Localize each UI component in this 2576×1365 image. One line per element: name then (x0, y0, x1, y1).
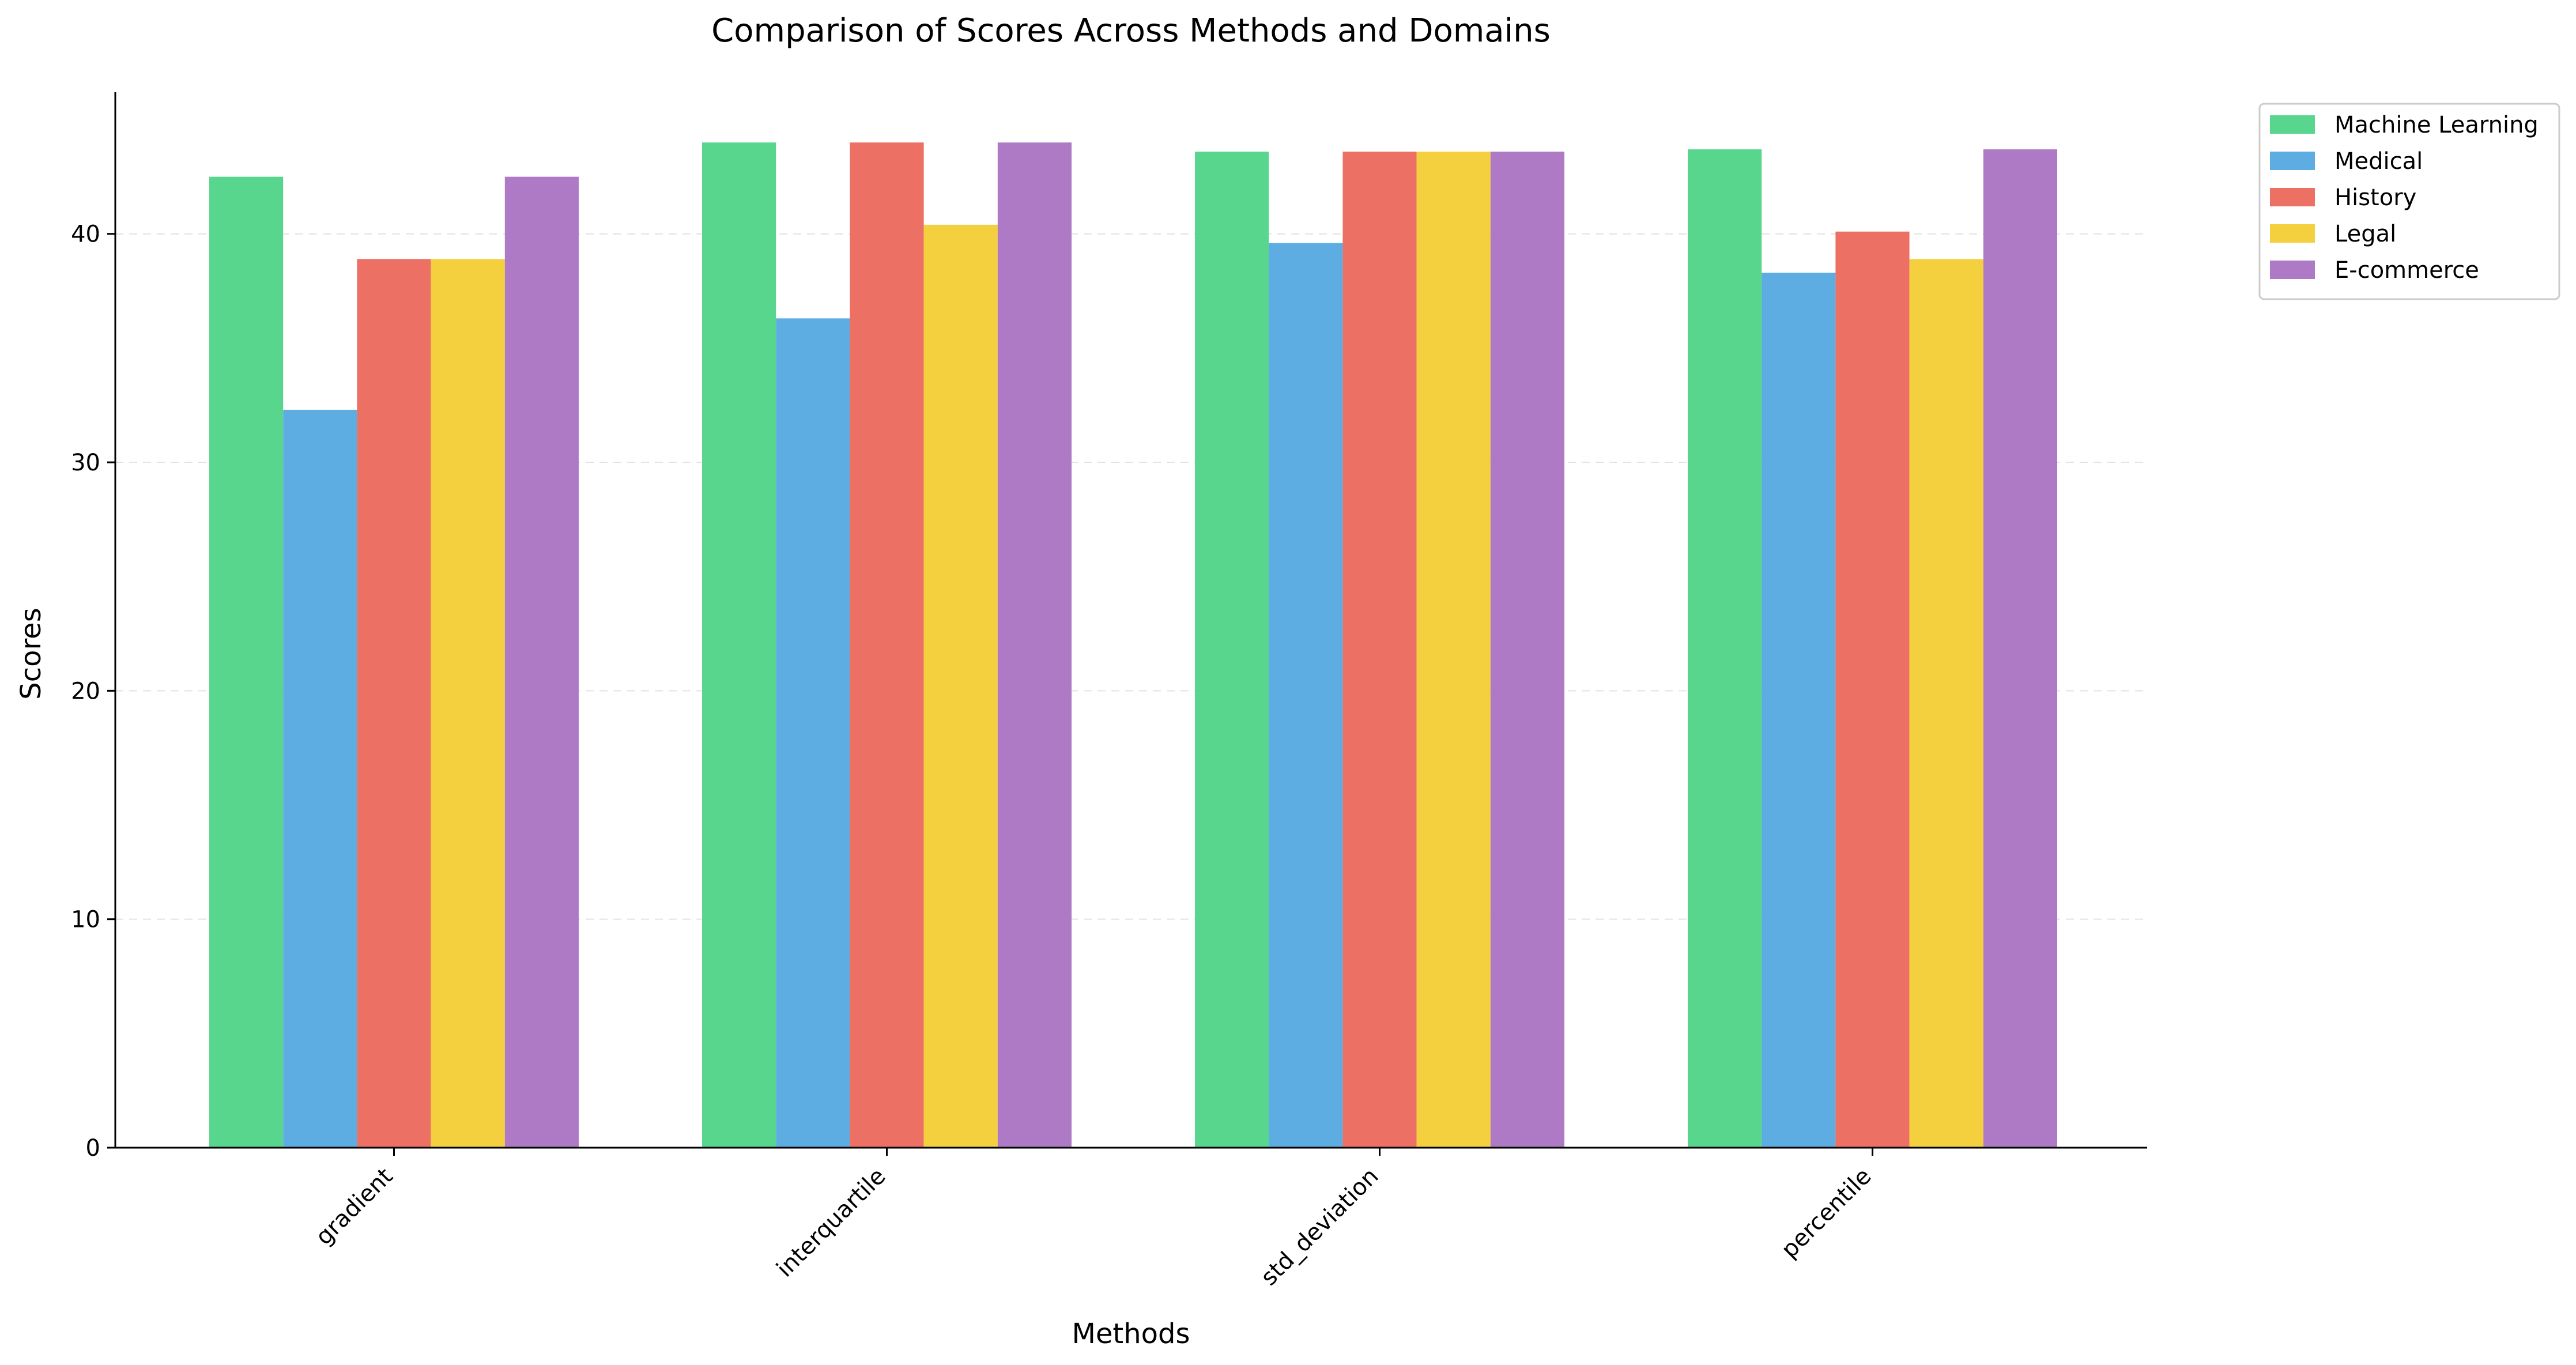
legend-frame (2258, 103, 2560, 300)
y-tick-label: 10 (71, 907, 100, 933)
bar-gradient-e-commerce (504, 176, 579, 1148)
x-tick-label: gradient (311, 1163, 398, 1251)
legend-label: Medical (2334, 148, 2423, 175)
legend-label: Machine Learning (2334, 112, 2539, 138)
bar-percentile-history (1835, 231, 1910, 1148)
bar-interquartile-history (850, 142, 924, 1148)
bar-percentile-legal (1909, 259, 1983, 1148)
legend-label: Legal (2334, 221, 2396, 247)
x-axis-ticks: gradient interquartile std_deviation percen… (311, 1148, 1877, 1291)
legend-swatch (2270, 261, 2315, 279)
legend-swatch (2270, 188, 2315, 206)
bar-interquartile-e-commerce (997, 142, 1072, 1148)
legend-swatch (2270, 115, 2315, 134)
bar-std_deviation-legal (1416, 152, 1491, 1148)
legend-label: History (2334, 184, 2416, 211)
legend: Machine Learning Medical History Legal E-com… (2258, 103, 2560, 300)
bar-std_deviation-history (1342, 152, 1417, 1148)
bar-interquartile-machine-learning (702, 142, 776, 1148)
x-tick-label: percentile (1777, 1163, 1877, 1264)
bar-gradient-machine-learning (209, 176, 284, 1148)
x-tick-label: std_deviation (1256, 1163, 1384, 1291)
y-axis-label: Scores (15, 608, 47, 699)
bar-gradient-medical (283, 409, 357, 1148)
y-tick-label: 20 (71, 678, 100, 704)
legend-label: E-commerce (2334, 257, 2479, 284)
bars (209, 142, 2057, 1148)
x-tick-label: interquartile (772, 1163, 891, 1283)
bar-gradient-legal (431, 259, 505, 1148)
x-axis-label: Methods (1072, 1318, 1190, 1350)
legend-swatch (2270, 224, 2315, 243)
bar-percentile-machine-learning (1688, 149, 1762, 1148)
legend-swatch (2270, 152, 2315, 170)
y-tick-label: 0 (86, 1135, 100, 1162)
y-tick-label: 40 (71, 221, 100, 248)
bar-interquartile-medical (776, 318, 850, 1148)
bar-gradient-history (357, 259, 431, 1148)
axes (114, 92, 2147, 1149)
bar-std_deviation-medical (1269, 243, 1343, 1148)
bar-interquartile-legal (923, 224, 998, 1148)
y-axis-ticks: 0 10 20 30 40 (71, 221, 115, 1162)
chart-title: Comparison of Scores Across Methods and … (711, 12, 1551, 50)
y-tick-label: 30 (71, 450, 100, 476)
bar-std_deviation-machine-learning (1195, 152, 1269, 1148)
bar-std_deviation-e-commerce (1490, 152, 1564, 1148)
bar-percentile-e-commerce (1983, 149, 2057, 1148)
bar-percentile-medical (1762, 273, 1836, 1148)
